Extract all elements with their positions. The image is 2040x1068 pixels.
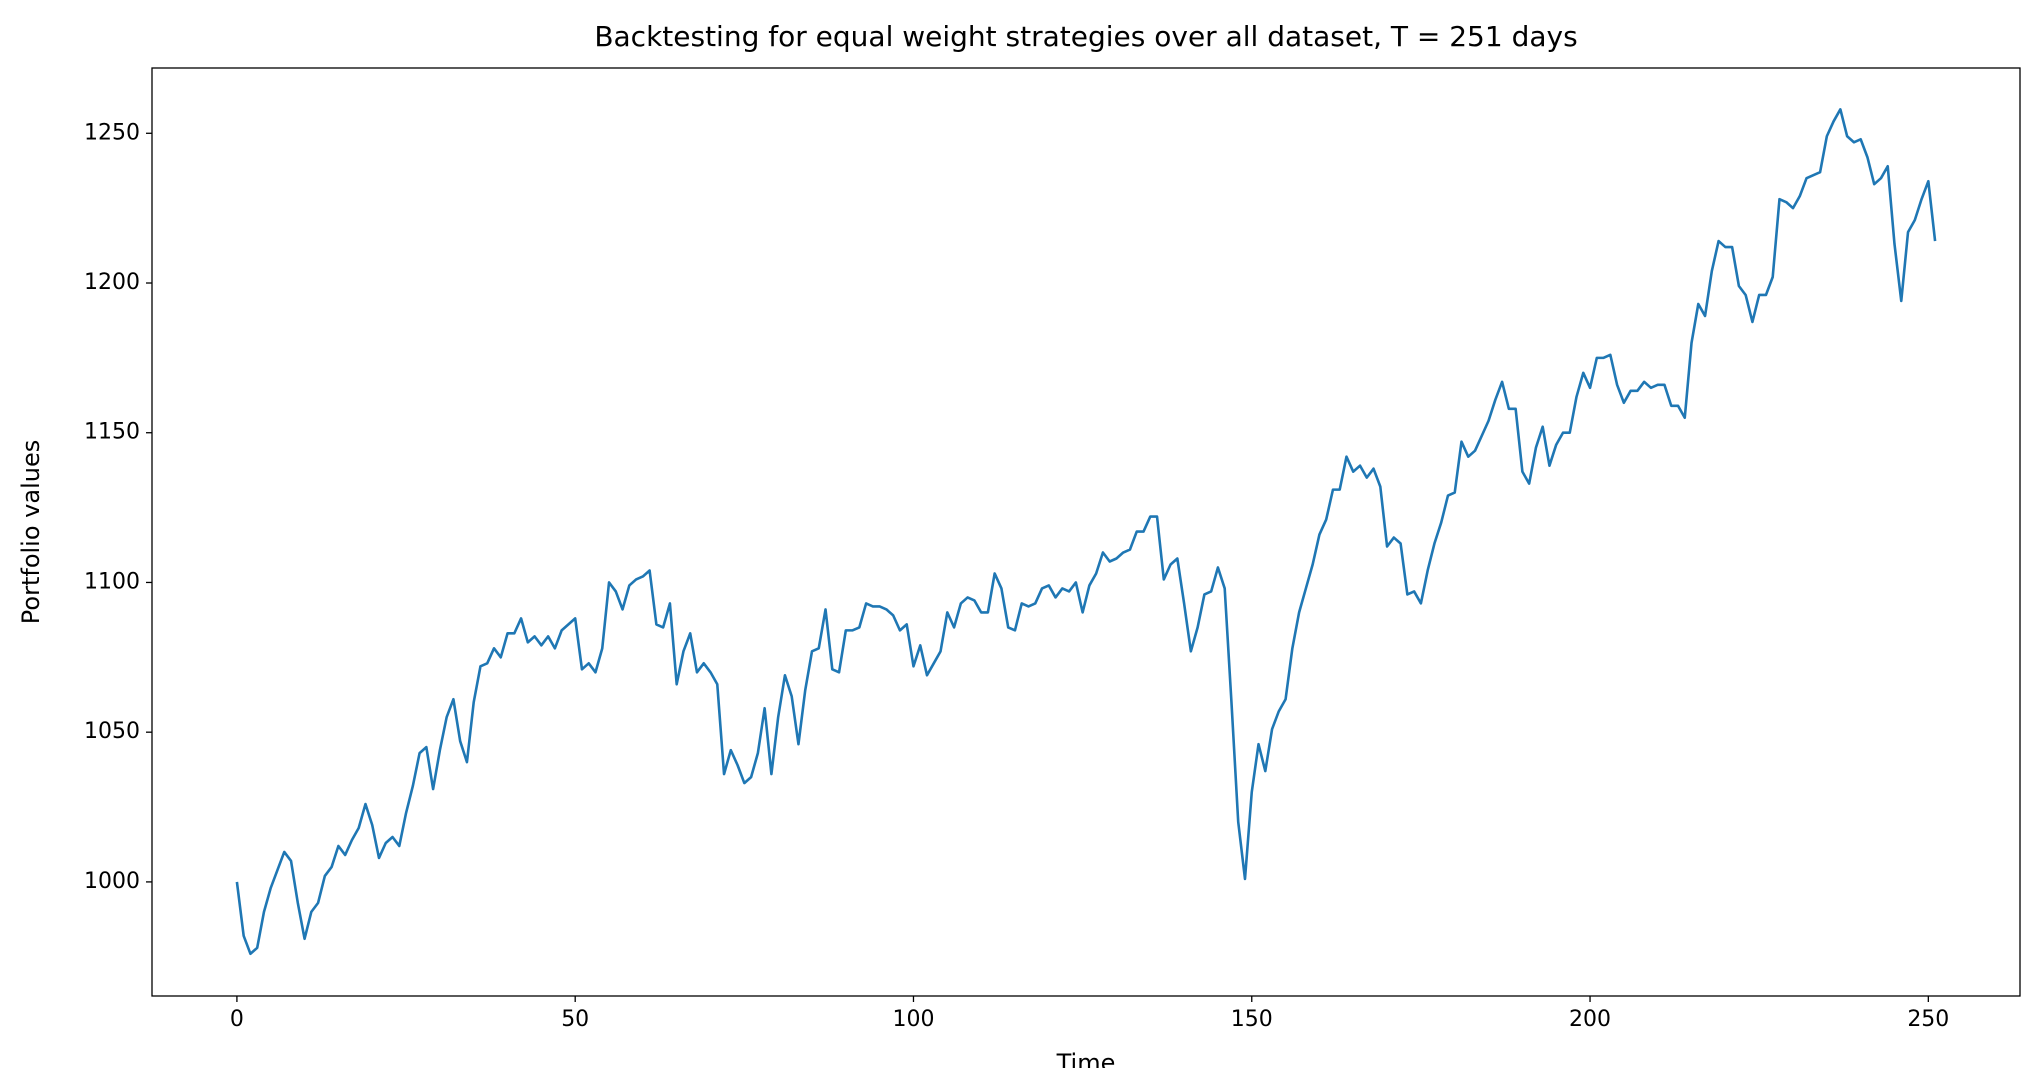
x-axis-label: Time: [1056, 1049, 1116, 1068]
x-tick-label: 100: [892, 1007, 934, 1032]
x-tick-label: 150: [1231, 1007, 1273, 1032]
y-tick-label: 1100: [84, 569, 140, 594]
plot-frame: [151, 67, 2021, 997]
y-tick-label: 1250: [84, 120, 140, 145]
x-tick-label: 200: [1569, 1007, 1611, 1032]
chart-title: Backtesting for equal weight strategies …: [594, 20, 1577, 53]
y-axis-label: Portfolio values: [17, 440, 45, 624]
y-tick-label: 1050: [84, 719, 140, 744]
x-tick-label: 250: [1907, 1007, 1949, 1032]
y-tick-label: 1200: [84, 270, 140, 295]
x-tick-label: 50: [561, 1007, 589, 1032]
y-tick-label: 1150: [84, 420, 140, 445]
y-tick-label: 1000: [84, 869, 140, 894]
line-series: [235, 108, 1937, 956]
x-tick-label: 0: [230, 1007, 244, 1032]
